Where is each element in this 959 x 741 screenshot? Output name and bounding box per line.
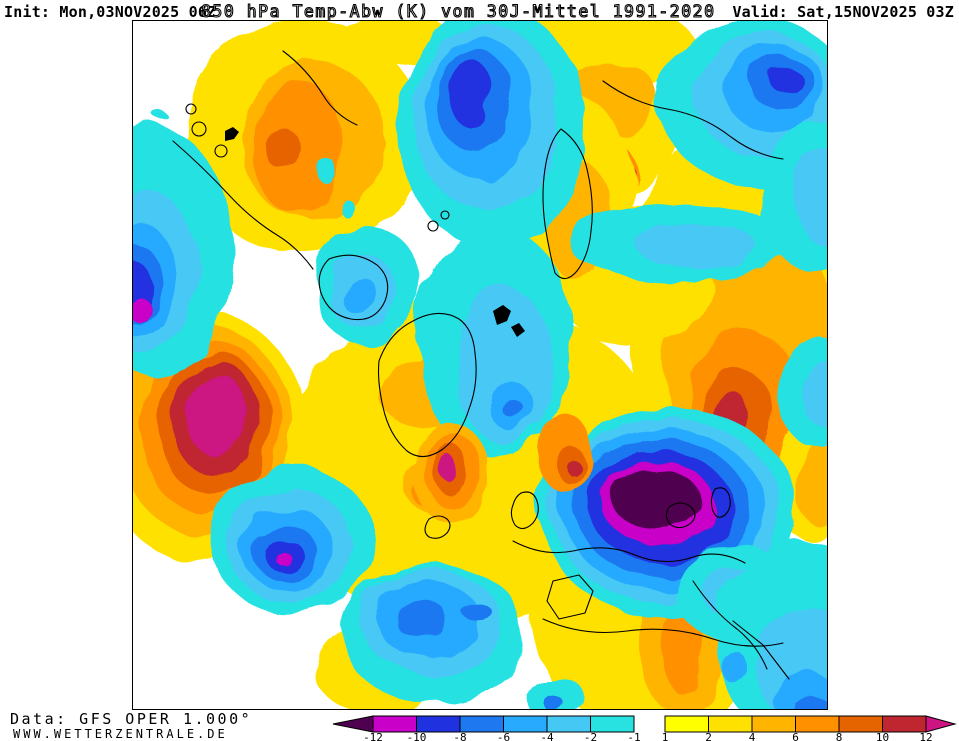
coastline-greenland xyxy=(377,312,477,458)
anomaly-map-canvas xyxy=(133,21,827,709)
cold-blob xyxy=(464,603,492,623)
colorbar-tick-label: -4 xyxy=(540,731,554,741)
colorbar-tick-label: -1 xyxy=(627,731,640,741)
cold-anomaly-regions xyxy=(133,21,827,709)
colorbar-tick-label: -6 xyxy=(497,731,510,741)
colorbar-tick-label: -2 xyxy=(584,731,597,741)
colorbar-segment xyxy=(590,715,635,733)
cold-blob-core xyxy=(612,469,700,529)
colorbar-tick-label: -8 xyxy=(453,731,466,741)
svalbard-islands xyxy=(511,323,525,337)
colorbar-tick-label: 2 xyxy=(705,731,712,741)
warm-overlay-regions xyxy=(413,413,591,523)
cold-blob xyxy=(720,650,746,682)
valid-time-label: Valid: Sat,15NOV2025 03Z xyxy=(732,3,954,21)
cold-blob-core xyxy=(541,693,561,709)
cold-blob xyxy=(793,148,827,244)
coastline-black-sea xyxy=(665,502,696,529)
colorbar-tick-label: 6 xyxy=(792,731,799,741)
coastline-north-america xyxy=(172,140,314,270)
coastline-caspian-sea xyxy=(710,487,731,518)
colorbar-tick-label: 1 xyxy=(662,731,669,741)
cold-blob xyxy=(189,176,201,186)
arctic-island xyxy=(191,121,207,137)
colorbar-segment xyxy=(664,715,709,733)
coastline-iberia xyxy=(546,574,594,620)
colorbar-legend: -12 -10 -8 -6 -4 -2 -1 1 2 4 6 8 10 12 xyxy=(332,715,957,741)
website-label: WWW.WETTERZENTRALE.DE xyxy=(13,727,228,741)
cold-blob xyxy=(802,361,827,429)
data-source-label: Data: GFS OPER 1.000° xyxy=(10,710,253,728)
svalbard-islands xyxy=(493,305,511,325)
colorbar-segment xyxy=(416,715,461,733)
colorbar-segment xyxy=(503,715,548,733)
init-time-label: Init: Mon,03NOV2025 06Z xyxy=(4,3,217,21)
colorbar-segment xyxy=(882,715,927,733)
colorbar-segment xyxy=(546,715,591,733)
coastline-iceland xyxy=(424,515,451,539)
colorbar-tick-label: 10 xyxy=(876,731,889,741)
colorbar-tick-label: 4 xyxy=(749,731,756,741)
cold-blob-core xyxy=(397,601,449,641)
page-title: 850 hPa Temp-Abw (K) vom 30J-Mittel 1991… xyxy=(200,1,716,21)
colorbar-left-arrow xyxy=(332,715,374,733)
warm-blob-core xyxy=(440,455,456,481)
warm-blob xyxy=(796,446,827,526)
arctic-island xyxy=(214,144,228,158)
colorbar-tick-label: -10 xyxy=(407,731,427,741)
cold-blob xyxy=(341,200,355,218)
cold-blob-core xyxy=(273,549,289,563)
coastline-siberia xyxy=(602,80,784,160)
cold-blob-core xyxy=(133,297,151,323)
colorbar-segment xyxy=(838,715,883,733)
warm-blob-core xyxy=(269,129,301,173)
cold-blob xyxy=(638,225,758,269)
cold-blob-core xyxy=(448,61,494,127)
cold-blob xyxy=(155,111,167,121)
cold-blob xyxy=(523,674,583,709)
colorbar-tick-label: 8 xyxy=(836,731,843,741)
coastline-scandinavia xyxy=(542,128,593,280)
arctic-island xyxy=(427,220,439,232)
coastline-europe xyxy=(512,540,746,564)
colorbar-tick-label: -12 xyxy=(363,731,383,741)
arctic-island-cluster xyxy=(225,127,239,141)
colorbar-segment xyxy=(708,715,753,733)
colorbar-segment xyxy=(459,715,504,733)
border-lines-southeast-2 xyxy=(732,620,790,680)
coastlines xyxy=(172,50,790,680)
coastline-hudson-bay xyxy=(318,254,389,321)
cold-blob-core xyxy=(769,66,801,92)
cold-blob xyxy=(320,160,338,186)
colorbar-tick-label: 12 xyxy=(919,731,932,741)
coastline-uk xyxy=(510,491,539,530)
warm-blob-core xyxy=(567,460,581,476)
colorbar-segment xyxy=(751,715,796,733)
anomaly-map xyxy=(132,20,828,710)
coastline-mediterranean xyxy=(542,618,784,647)
island-clusters xyxy=(225,127,525,337)
cold-blob xyxy=(341,275,377,315)
cold-blob-core xyxy=(796,698,827,709)
arctic-island xyxy=(185,103,197,115)
colorbar-segment xyxy=(795,715,840,733)
colorbar-segment xyxy=(372,715,417,733)
cold-blob-core xyxy=(504,398,522,420)
arctic-island xyxy=(440,210,450,220)
warm-blob-core xyxy=(188,374,248,458)
colorbar-right-arrow xyxy=(925,715,957,733)
coastline-arctic-canada xyxy=(282,50,358,126)
border-lines-southeast xyxy=(692,580,768,670)
